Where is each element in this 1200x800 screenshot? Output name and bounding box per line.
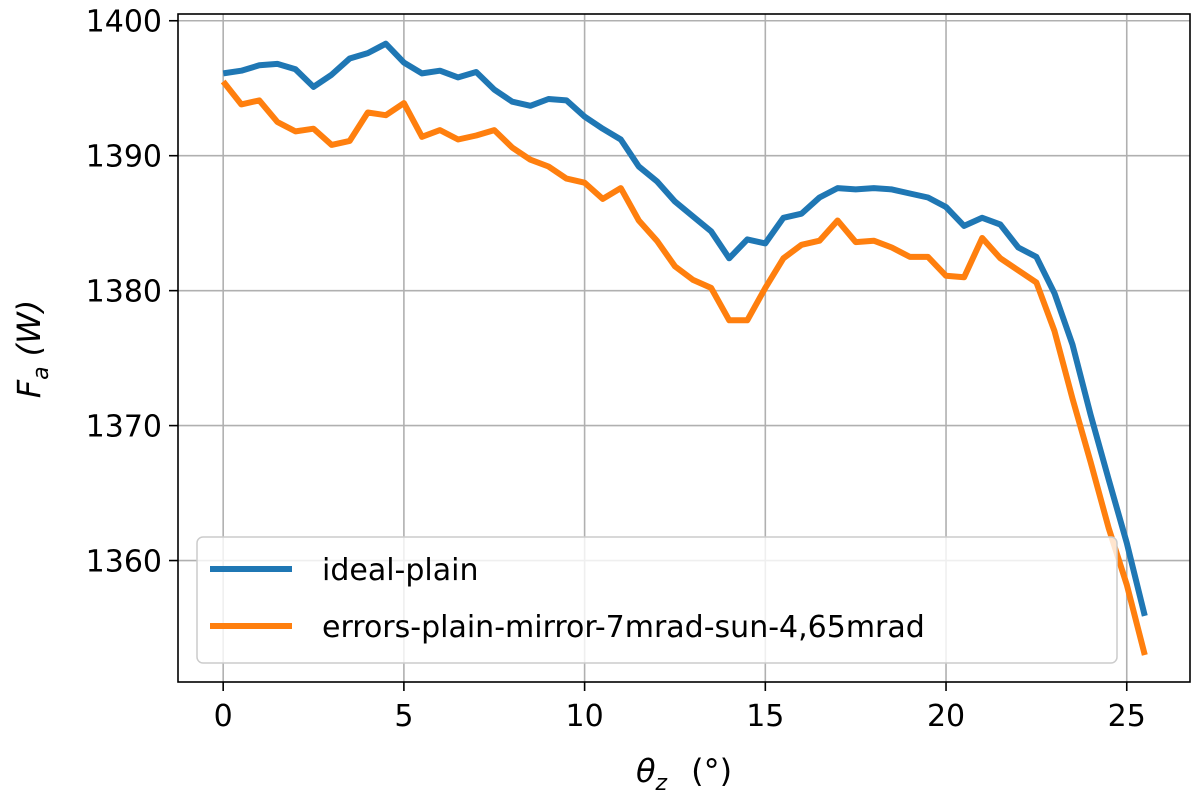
y-tick-label: 1370 [86,410,162,445]
legend-box [196,536,1118,664]
legend-label-errors-plain-mirror: errors-plain-mirror-7mrad-sun-4,65mrad [322,610,925,645]
x-tick-label: 15 [746,699,784,734]
x-axis-label-unit: (°) [691,752,732,790]
plot-frame [177,13,1191,683]
y-axis-label-unit: (W) [10,300,48,357]
y-tick-label: 1360 [86,545,162,580]
y-tick-label: 1380 [86,275,162,310]
y-axis-label: Fa (W) [10,300,54,399]
legend: ideal-plain errors-plain-mirror-7mrad-su… [196,536,1118,664]
x-tick-label: 0 [214,699,233,734]
x-tick-label: 5 [394,699,413,734]
legend-label-ideal-plain: ideal-plain [322,553,479,588]
x-axis-label: θz (°) [636,752,732,796]
series-line-errors-plain-mirror [220,79,1148,656]
x-axis-label-symbol: θ [636,752,656,790]
y-tick-label: 1400 [86,5,162,40]
series-line-ideal-plain [222,40,1148,617]
x-tick-label: 25 [1108,699,1146,734]
axis-ticks: 0 5 10 15 20 25 1360 1370 1380 1390 1400 [86,5,1146,734]
x-tick-label: 10 [566,699,604,734]
x-axis-label-subscript: z [655,771,668,796]
x-tick-label: 20 [927,699,965,734]
series-lines [220,40,1148,656]
y-tick-label: 1390 [86,140,162,175]
y-axis-label-symbol: F [10,379,48,398]
y-axis-label-subscript: a [29,366,54,379]
